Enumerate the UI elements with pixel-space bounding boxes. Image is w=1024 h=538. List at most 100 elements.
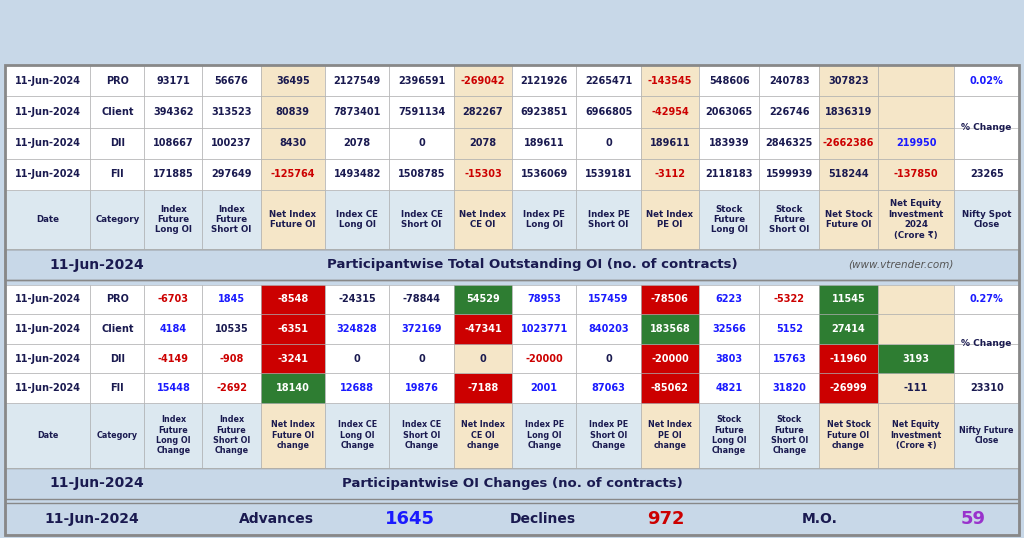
- Text: -269042: -269042: [461, 76, 505, 86]
- Text: -7188: -7188: [467, 383, 499, 393]
- Bar: [878, 314, 954, 344]
- Bar: [325, 128, 389, 159]
- Bar: [261, 314, 325, 344]
- Bar: [454, 373, 512, 403]
- Bar: [144, 314, 203, 344]
- Text: 157459: 157459: [589, 294, 629, 305]
- Text: 0.27%: 0.27%: [970, 294, 1004, 305]
- Bar: [759, 159, 819, 190]
- Text: 11-Jun-2024: 11-Jun-2024: [45, 512, 139, 526]
- Text: -2662386: -2662386: [823, 138, 874, 148]
- Bar: [641, 96, 699, 128]
- Bar: [512, 344, 577, 373]
- Bar: [5, 314, 90, 344]
- Bar: [144, 373, 203, 403]
- Text: 7873401: 7873401: [334, 107, 381, 117]
- Text: 518244: 518244: [828, 169, 868, 179]
- Text: Index PE
Short OI: Index PE Short OI: [588, 210, 630, 229]
- Text: 1023771: 1023771: [520, 324, 568, 334]
- Bar: [512, 190, 577, 249]
- Text: Client: Client: [101, 107, 133, 117]
- Bar: [878, 373, 954, 403]
- Text: 189611: 189611: [524, 138, 564, 148]
- Text: 0: 0: [418, 138, 425, 148]
- Text: Index
Future
Long OI: Index Future Long OI: [155, 204, 191, 235]
- Text: -6351: -6351: [278, 324, 308, 334]
- Bar: [5, 503, 1019, 535]
- Text: 282267: 282267: [463, 107, 503, 117]
- Text: 4184: 4184: [160, 324, 187, 334]
- Text: Index PE
Short OI
Change: Index PE Short OI Change: [589, 420, 628, 450]
- Text: Category: Category: [96, 431, 138, 440]
- Bar: [261, 159, 325, 190]
- Text: Stock
Future
Long OI
Change: Stock Future Long OI Change: [712, 415, 746, 455]
- Text: M.O.: M.O.: [801, 512, 838, 526]
- Text: 297649: 297649: [211, 169, 252, 179]
- Text: 1539181: 1539181: [585, 169, 632, 179]
- Text: -3241: -3241: [278, 353, 308, 364]
- Text: 11-Jun-2024: 11-Jun-2024: [50, 476, 144, 490]
- Bar: [5, 190, 90, 249]
- Text: 11-Jun-2024: 11-Jun-2024: [14, 169, 81, 179]
- Bar: [819, 285, 878, 314]
- Bar: [454, 285, 512, 314]
- Bar: [5, 373, 90, 403]
- Text: 324828: 324828: [337, 324, 378, 334]
- Text: 171885: 171885: [153, 169, 194, 179]
- Bar: [819, 190, 878, 249]
- Text: 15448: 15448: [157, 383, 190, 393]
- Bar: [699, 344, 759, 373]
- Bar: [5, 159, 90, 190]
- Text: Index
Future
Short OI: Index Future Short OI: [211, 204, 252, 235]
- Bar: [261, 373, 325, 403]
- Text: 372169: 372169: [401, 324, 442, 334]
- Text: -20000: -20000: [651, 353, 689, 364]
- Bar: [144, 190, 203, 249]
- Text: -8548: -8548: [278, 294, 308, 305]
- Bar: [325, 65, 389, 96]
- Text: 0: 0: [605, 353, 612, 364]
- Bar: [144, 65, 203, 96]
- Text: 1645: 1645: [385, 510, 434, 528]
- Bar: [5, 128, 90, 159]
- Bar: [144, 285, 203, 314]
- Bar: [759, 96, 819, 128]
- Text: Participantwise Total Outstanding OI (no. of contracts): Participantwise Total Outstanding OI (no…: [327, 258, 738, 271]
- Bar: [389, 344, 454, 373]
- Bar: [641, 159, 699, 190]
- Text: PRO: PRO: [105, 76, 129, 86]
- Bar: [759, 314, 819, 344]
- Text: -908: -908: [219, 353, 244, 364]
- Text: 108667: 108667: [153, 138, 194, 148]
- Bar: [325, 314, 389, 344]
- Text: 2127549: 2127549: [334, 76, 381, 86]
- Bar: [325, 285, 389, 314]
- Bar: [5, 249, 1019, 280]
- Bar: [325, 96, 389, 128]
- Bar: [389, 285, 454, 314]
- Text: Date: Date: [37, 431, 58, 440]
- Bar: [203, 373, 261, 403]
- Text: 1836319: 1836319: [825, 107, 872, 117]
- Bar: [325, 344, 389, 373]
- Text: -125764: -125764: [270, 169, 315, 179]
- Text: 10535: 10535: [215, 324, 249, 334]
- Bar: [954, 96, 1019, 159]
- Text: PRO: PRO: [105, 294, 129, 305]
- Bar: [5, 65, 90, 96]
- Bar: [512, 65, 577, 96]
- Bar: [954, 344, 1019, 373]
- Bar: [389, 403, 454, 468]
- Bar: [90, 373, 144, 403]
- Bar: [90, 190, 144, 249]
- Bar: [954, 285, 1019, 314]
- Text: 31820: 31820: [772, 383, 806, 393]
- Bar: [144, 344, 203, 373]
- Bar: [261, 65, 325, 96]
- Text: 1845: 1845: [218, 294, 245, 305]
- Text: Stock
Future
Short OI
Change: Stock Future Short OI Change: [771, 415, 808, 455]
- Text: FII: FII: [111, 169, 124, 179]
- Bar: [5, 249, 1019, 280]
- Bar: [203, 159, 261, 190]
- Text: -85062: -85062: [651, 383, 689, 393]
